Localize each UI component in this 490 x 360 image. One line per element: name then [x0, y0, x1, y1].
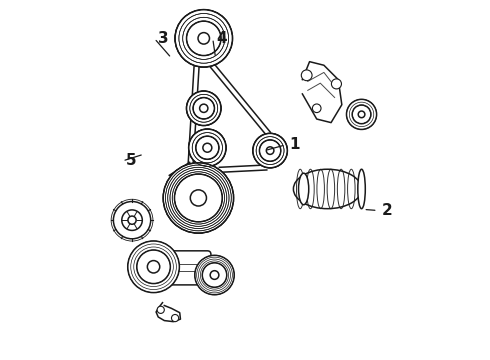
Circle shape [195, 255, 234, 295]
Text: 1: 1 [289, 138, 300, 152]
Circle shape [196, 136, 219, 159]
Ellipse shape [298, 173, 309, 205]
Circle shape [189, 129, 226, 166]
Circle shape [187, 91, 221, 126]
Text: 2: 2 [381, 203, 392, 218]
Circle shape [196, 136, 219, 159]
Circle shape [175, 10, 232, 67]
Circle shape [259, 140, 281, 161]
Circle shape [267, 147, 274, 154]
Circle shape [198, 33, 210, 44]
Circle shape [174, 174, 222, 222]
Circle shape [122, 210, 142, 230]
Circle shape [163, 163, 234, 233]
Circle shape [253, 134, 287, 168]
Text: 4: 4 [217, 31, 227, 46]
Text: 5: 5 [126, 153, 137, 168]
Circle shape [358, 111, 365, 118]
Polygon shape [302, 62, 342, 123]
Circle shape [128, 216, 136, 224]
Circle shape [352, 105, 371, 124]
Polygon shape [220, 165, 267, 172]
Circle shape [301, 70, 312, 81]
Text: 3: 3 [158, 31, 169, 46]
Circle shape [193, 98, 215, 119]
Circle shape [175, 10, 232, 67]
Polygon shape [170, 162, 192, 178]
Circle shape [190, 190, 206, 206]
Circle shape [174, 174, 222, 222]
Polygon shape [210, 64, 270, 135]
Circle shape [210, 271, 219, 279]
Circle shape [346, 99, 377, 130]
Circle shape [331, 79, 342, 89]
Circle shape [203, 143, 212, 152]
Circle shape [313, 104, 321, 113]
Circle shape [157, 306, 164, 314]
Circle shape [111, 199, 153, 241]
Polygon shape [156, 303, 180, 321]
Circle shape [189, 129, 226, 166]
Circle shape [187, 21, 221, 55]
Circle shape [187, 21, 221, 55]
Circle shape [203, 143, 212, 152]
Ellipse shape [294, 169, 362, 209]
Circle shape [259, 140, 281, 161]
FancyBboxPatch shape [157, 251, 211, 285]
Circle shape [137, 250, 171, 284]
Ellipse shape [358, 169, 366, 209]
Circle shape [163, 163, 234, 233]
Circle shape [190, 190, 206, 206]
Circle shape [193, 98, 215, 119]
Polygon shape [188, 66, 199, 164]
Circle shape [113, 202, 151, 239]
Circle shape [199, 104, 208, 112]
Circle shape [187, 91, 221, 126]
Circle shape [147, 261, 160, 273]
Circle shape [172, 315, 179, 321]
Circle shape [198, 33, 210, 44]
Circle shape [267, 147, 274, 154]
Circle shape [253, 134, 287, 168]
Circle shape [202, 263, 227, 287]
Circle shape [128, 241, 179, 293]
Circle shape [199, 104, 208, 112]
